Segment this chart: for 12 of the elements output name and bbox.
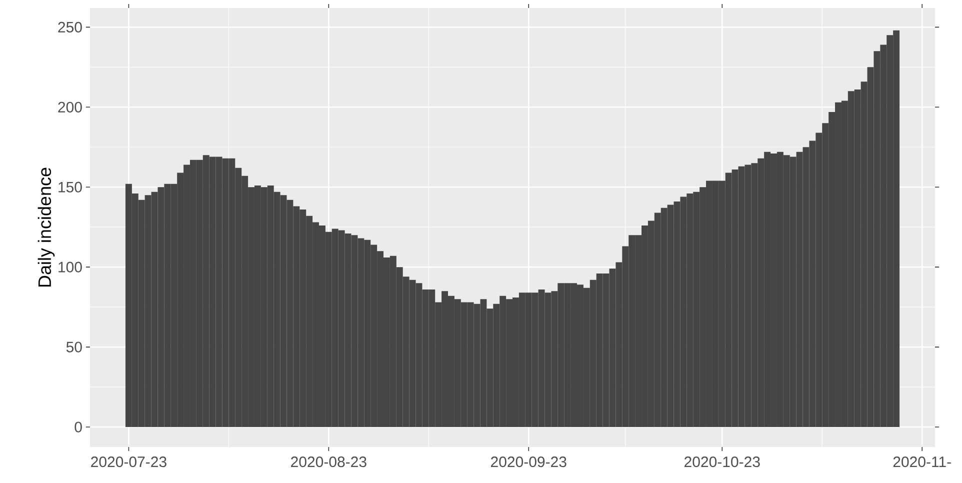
- x-tick-label: 2020-08-23: [291, 456, 366, 468]
- x-tick-label: 2020-07-23: [91, 456, 166, 468]
- x-tick-label: 2020-11-: [893, 456, 951, 468]
- y-tick-label: 250: [58, 22, 82, 32]
- y-axis-title: Daily incidence: [38, 168, 55, 287]
- y-tick-label: 50: [66, 342, 82, 352]
- y-tick-label: 100: [58, 262, 82, 272]
- y-tick-label: 150: [58, 182, 82, 192]
- y-tick-label: 0: [74, 422, 82, 432]
- x-tick-label: 2020-10-23: [684, 456, 760, 468]
- x-tick-label: 2020-09-23: [491, 456, 566, 468]
- y-tick-label: 200: [58, 102, 82, 112]
